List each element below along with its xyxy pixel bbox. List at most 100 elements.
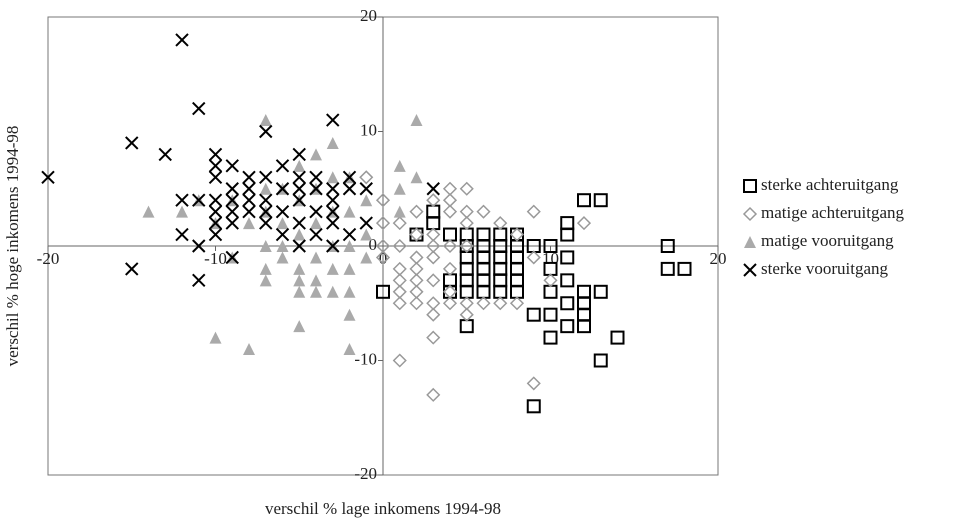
- y-tick-label: 0: [369, 235, 378, 254]
- point: [442, 238, 458, 254]
- point: [426, 216, 441, 231]
- point: [209, 331, 222, 344]
- y-tick-label: 10: [360, 120, 377, 139]
- point: [310, 274, 322, 287]
- point: [392, 273, 407, 288]
- point: [392, 238, 407, 254]
- point: [342, 227, 357, 242]
- point: [476, 284, 491, 299]
- legend-label: sterke vooruitgang: [761, 259, 888, 278]
- point: [259, 170, 273, 185]
- point: [392, 353, 407, 368]
- point: [426, 296, 441, 311]
- point: [293, 285, 306, 298]
- point: [343, 262, 356, 275]
- point: [409, 261, 424, 276]
- point: [309, 182, 323, 196]
- point: [426, 227, 441, 242]
- point: [292, 193, 306, 207]
- point: [443, 273, 457, 288]
- point: [543, 330, 558, 345]
- point: [409, 227, 424, 242]
- point: [426, 330, 441, 345]
- point: [442, 296, 458, 311]
- point: [342, 170, 357, 185]
- point: [476, 296, 491, 311]
- point: [409, 284, 424, 299]
- point: [459, 204, 474, 219]
- point: [292, 147, 306, 162]
- point: [225, 193, 239, 207]
- point: [577, 307, 591, 322]
- point: [259, 204, 273, 219]
- point: [225, 159, 239, 173]
- point: [493, 227, 508, 242]
- point: [360, 194, 373, 207]
- point: [310, 148, 322, 161]
- point: [326, 171, 339, 184]
- point: [526, 399, 541, 414]
- x-tick-label: 20: [710, 249, 727, 268]
- point: [376, 284, 390, 299]
- point: [459, 250, 474, 265]
- x-tick-label: -20: [37, 249, 60, 268]
- point: [442, 193, 458, 208]
- point: [326, 182, 340, 196]
- point: [526, 250, 541, 265]
- point: [459, 296, 474, 311]
- point: [560, 227, 575, 242]
- point: [476, 204, 491, 219]
- point: [208, 170, 223, 185]
- legend-marker: [744, 236, 756, 248]
- point: [510, 284, 524, 299]
- point: [208, 227, 223, 242]
- point: [208, 147, 223, 162]
- point: [493, 250, 508, 265]
- point: [459, 227, 474, 242]
- point: [442, 204, 458, 219]
- point: [293, 262, 306, 275]
- point: [276, 217, 289, 230]
- point: [509, 296, 525, 311]
- point: [409, 250, 424, 265]
- point: [410, 114, 423, 127]
- point: [543, 284, 558, 299]
- point: [192, 273, 206, 288]
- point: [560, 319, 575, 334]
- point: [292, 170, 306, 185]
- point: [41, 170, 55, 185]
- point: [476, 261, 491, 276]
- point: [459, 319, 474, 334]
- point: [125, 262, 139, 276]
- point: [560, 296, 575, 311]
- point: [409, 227, 424, 242]
- x-axis-title: verschil % lage inkomens 1994-98: [265, 499, 501, 518]
- point: [275, 182, 290, 196]
- legend-marker: [743, 263, 757, 277]
- point: [660, 261, 675, 276]
- point: [359, 216, 373, 230]
- point: [392, 284, 407, 299]
- point: [292, 182, 306, 196]
- point: [310, 285, 322, 298]
- point: [326, 193, 340, 207]
- point: [409, 273, 424, 288]
- point: [208, 204, 223, 219]
- point: [225, 182, 239, 196]
- y-tick-label: -20: [354, 464, 377, 483]
- point: [192, 101, 206, 116]
- point: [442, 261, 458, 276]
- point: [526, 307, 541, 322]
- point: [426, 307, 441, 322]
- point: [309, 170, 323, 185]
- y-axis-title: verschil % hoge inkomens 1994-98: [3, 126, 22, 367]
- point: [175, 227, 189, 242]
- point: [543, 307, 558, 322]
- point: [343, 205, 356, 218]
- point: [293, 159, 306, 172]
- point: [493, 216, 508, 231]
- point: [526, 204, 541, 219]
- point: [493, 261, 508, 276]
